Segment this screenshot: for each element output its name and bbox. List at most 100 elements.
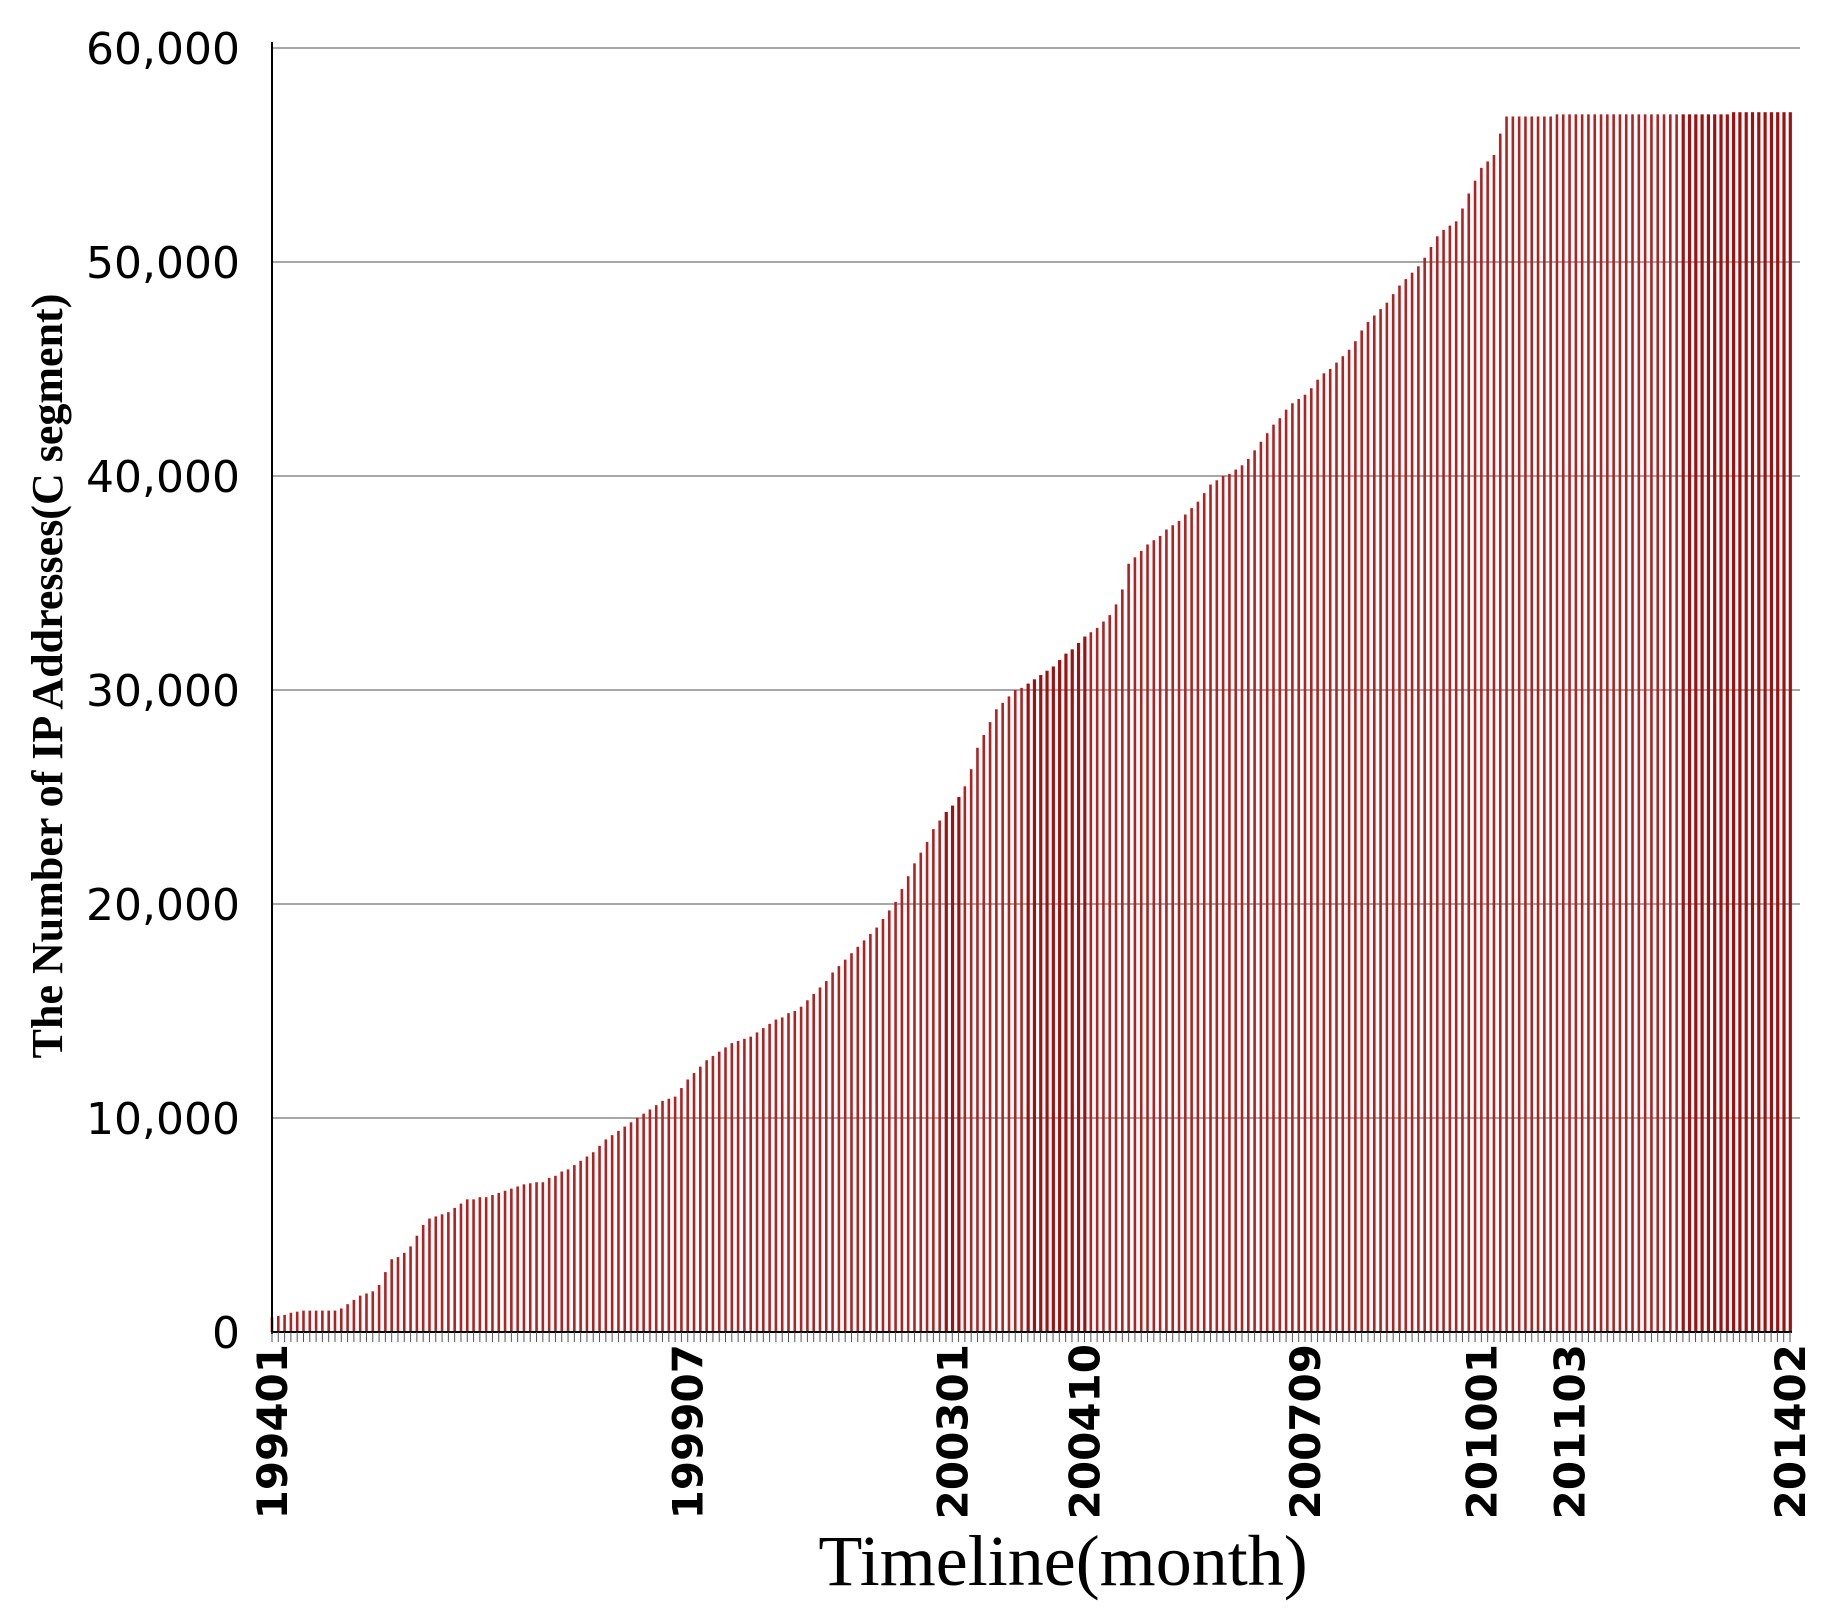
bar <box>881 918 885 1332</box>
bar <box>1372 315 1376 1332</box>
bar <box>579 1160 582 1332</box>
bar <box>1788 112 1792 1333</box>
bar <box>1051 666 1055 1332</box>
bar <box>327 1310 330 1332</box>
bar <box>346 1304 349 1332</box>
bar <box>1007 696 1011 1332</box>
x-tick-label: 200410 <box>1061 1344 1110 1519</box>
bar <box>1228 473 1231 1332</box>
bar <box>869 933 872 1332</box>
bar <box>724 1047 727 1332</box>
bar <box>1473 180 1477 1333</box>
bar <box>1133 557 1137 1332</box>
bar <box>302 1310 305 1332</box>
bar <box>875 927 878 1332</box>
bar <box>1360 330 1363 1333</box>
bar <box>749 1036 753 1332</box>
bar <box>806 1000 809 1332</box>
bar <box>472 1199 475 1332</box>
bar <box>1435 236 1439 1332</box>
bar <box>995 709 998 1332</box>
bar <box>1612 114 1615 1333</box>
bar <box>1398 285 1401 1332</box>
x-tick-label: 201402 <box>1766 1344 1815 1519</box>
x-tick-label: 200709 <box>1281 1344 1330 1519</box>
bar <box>1265 433 1269 1332</box>
bar <box>459 1203 463 1332</box>
bar <box>1190 508 1193 1333</box>
bar <box>1070 649 1074 1332</box>
bar <box>522 1184 526 1332</box>
bar <box>1045 670 1049 1332</box>
bar <box>1410 272 1414 1333</box>
bar <box>1555 114 1559 1333</box>
bar <box>780 1017 784 1332</box>
bar <box>1146 544 1149 1332</box>
y-tick-label: 30,000 <box>86 666 240 717</box>
bar <box>440 1214 444 1332</box>
bar <box>711 1055 715 1332</box>
bar <box>573 1165 576 1332</box>
bar <box>982 734 986 1332</box>
bar <box>1725 114 1729 1333</box>
x-tick-label: 199401 <box>248 1344 297 1519</box>
bar <box>1505 116 1508 1333</box>
bar <box>421 1225 425 1332</box>
bar <box>308 1310 312 1332</box>
bar <box>1429 247 1433 1332</box>
bar <box>913 863 916 1332</box>
bar <box>1404 279 1408 1332</box>
bar <box>1171 525 1175 1332</box>
bar <box>1498 133 1502 1333</box>
bar <box>377 1284 381 1332</box>
bar <box>950 805 955 1332</box>
y-tick-label: 20,000 <box>86 880 240 931</box>
bar <box>428 1218 431 1332</box>
bar <box>1713 114 1717 1333</box>
bar <box>1347 349 1351 1332</box>
bar <box>1687 114 1692 1333</box>
bar <box>1593 114 1597 1333</box>
bar <box>812 993 815 1332</box>
bar <box>1637 114 1641 1333</box>
bar <box>1322 373 1326 1332</box>
x-tick-label: 199907 <box>664 1344 713 1519</box>
bar <box>667 1098 671 1332</box>
bar <box>434 1216 438 1332</box>
bar <box>1127 563 1130 1332</box>
bar <box>932 829 935 1332</box>
bar <box>856 946 860 1332</box>
bar <box>1391 294 1395 1333</box>
bar <box>1454 221 1458 1333</box>
x-tick-label: 201103 <box>1546 1344 1595 1519</box>
bar <box>1316 379 1319 1332</box>
bar <box>976 747 979 1332</box>
bar <box>1354 341 1357 1332</box>
bar <box>610 1135 614 1332</box>
bar <box>799 1006 803 1332</box>
bar <box>447 1212 450 1332</box>
bar <box>1417 266 1420 1332</box>
bar <box>1732 112 1736 1333</box>
bar <box>585 1156 589 1332</box>
bar <box>906 876 910 1332</box>
bar <box>560 1171 564 1332</box>
bar <box>1467 193 1471 1332</box>
bar <box>1121 589 1124 1332</box>
bar <box>850 953 853 1332</box>
bar <box>919 852 923 1332</box>
bar <box>1574 114 1578 1333</box>
bar <box>1681 114 1685 1333</box>
bar <box>1253 450 1256 1332</box>
bar <box>1165 529 1168 1332</box>
bar <box>478 1197 482 1332</box>
bar <box>623 1126 627 1332</box>
bar <box>1366 321 1370 1332</box>
bar <box>591 1152 595 1332</box>
bar <box>673 1096 677 1332</box>
bar <box>1568 114 1571 1333</box>
bar <box>793 1011 797 1332</box>
bar <box>1631 114 1634 1333</box>
bar <box>705 1060 708 1332</box>
